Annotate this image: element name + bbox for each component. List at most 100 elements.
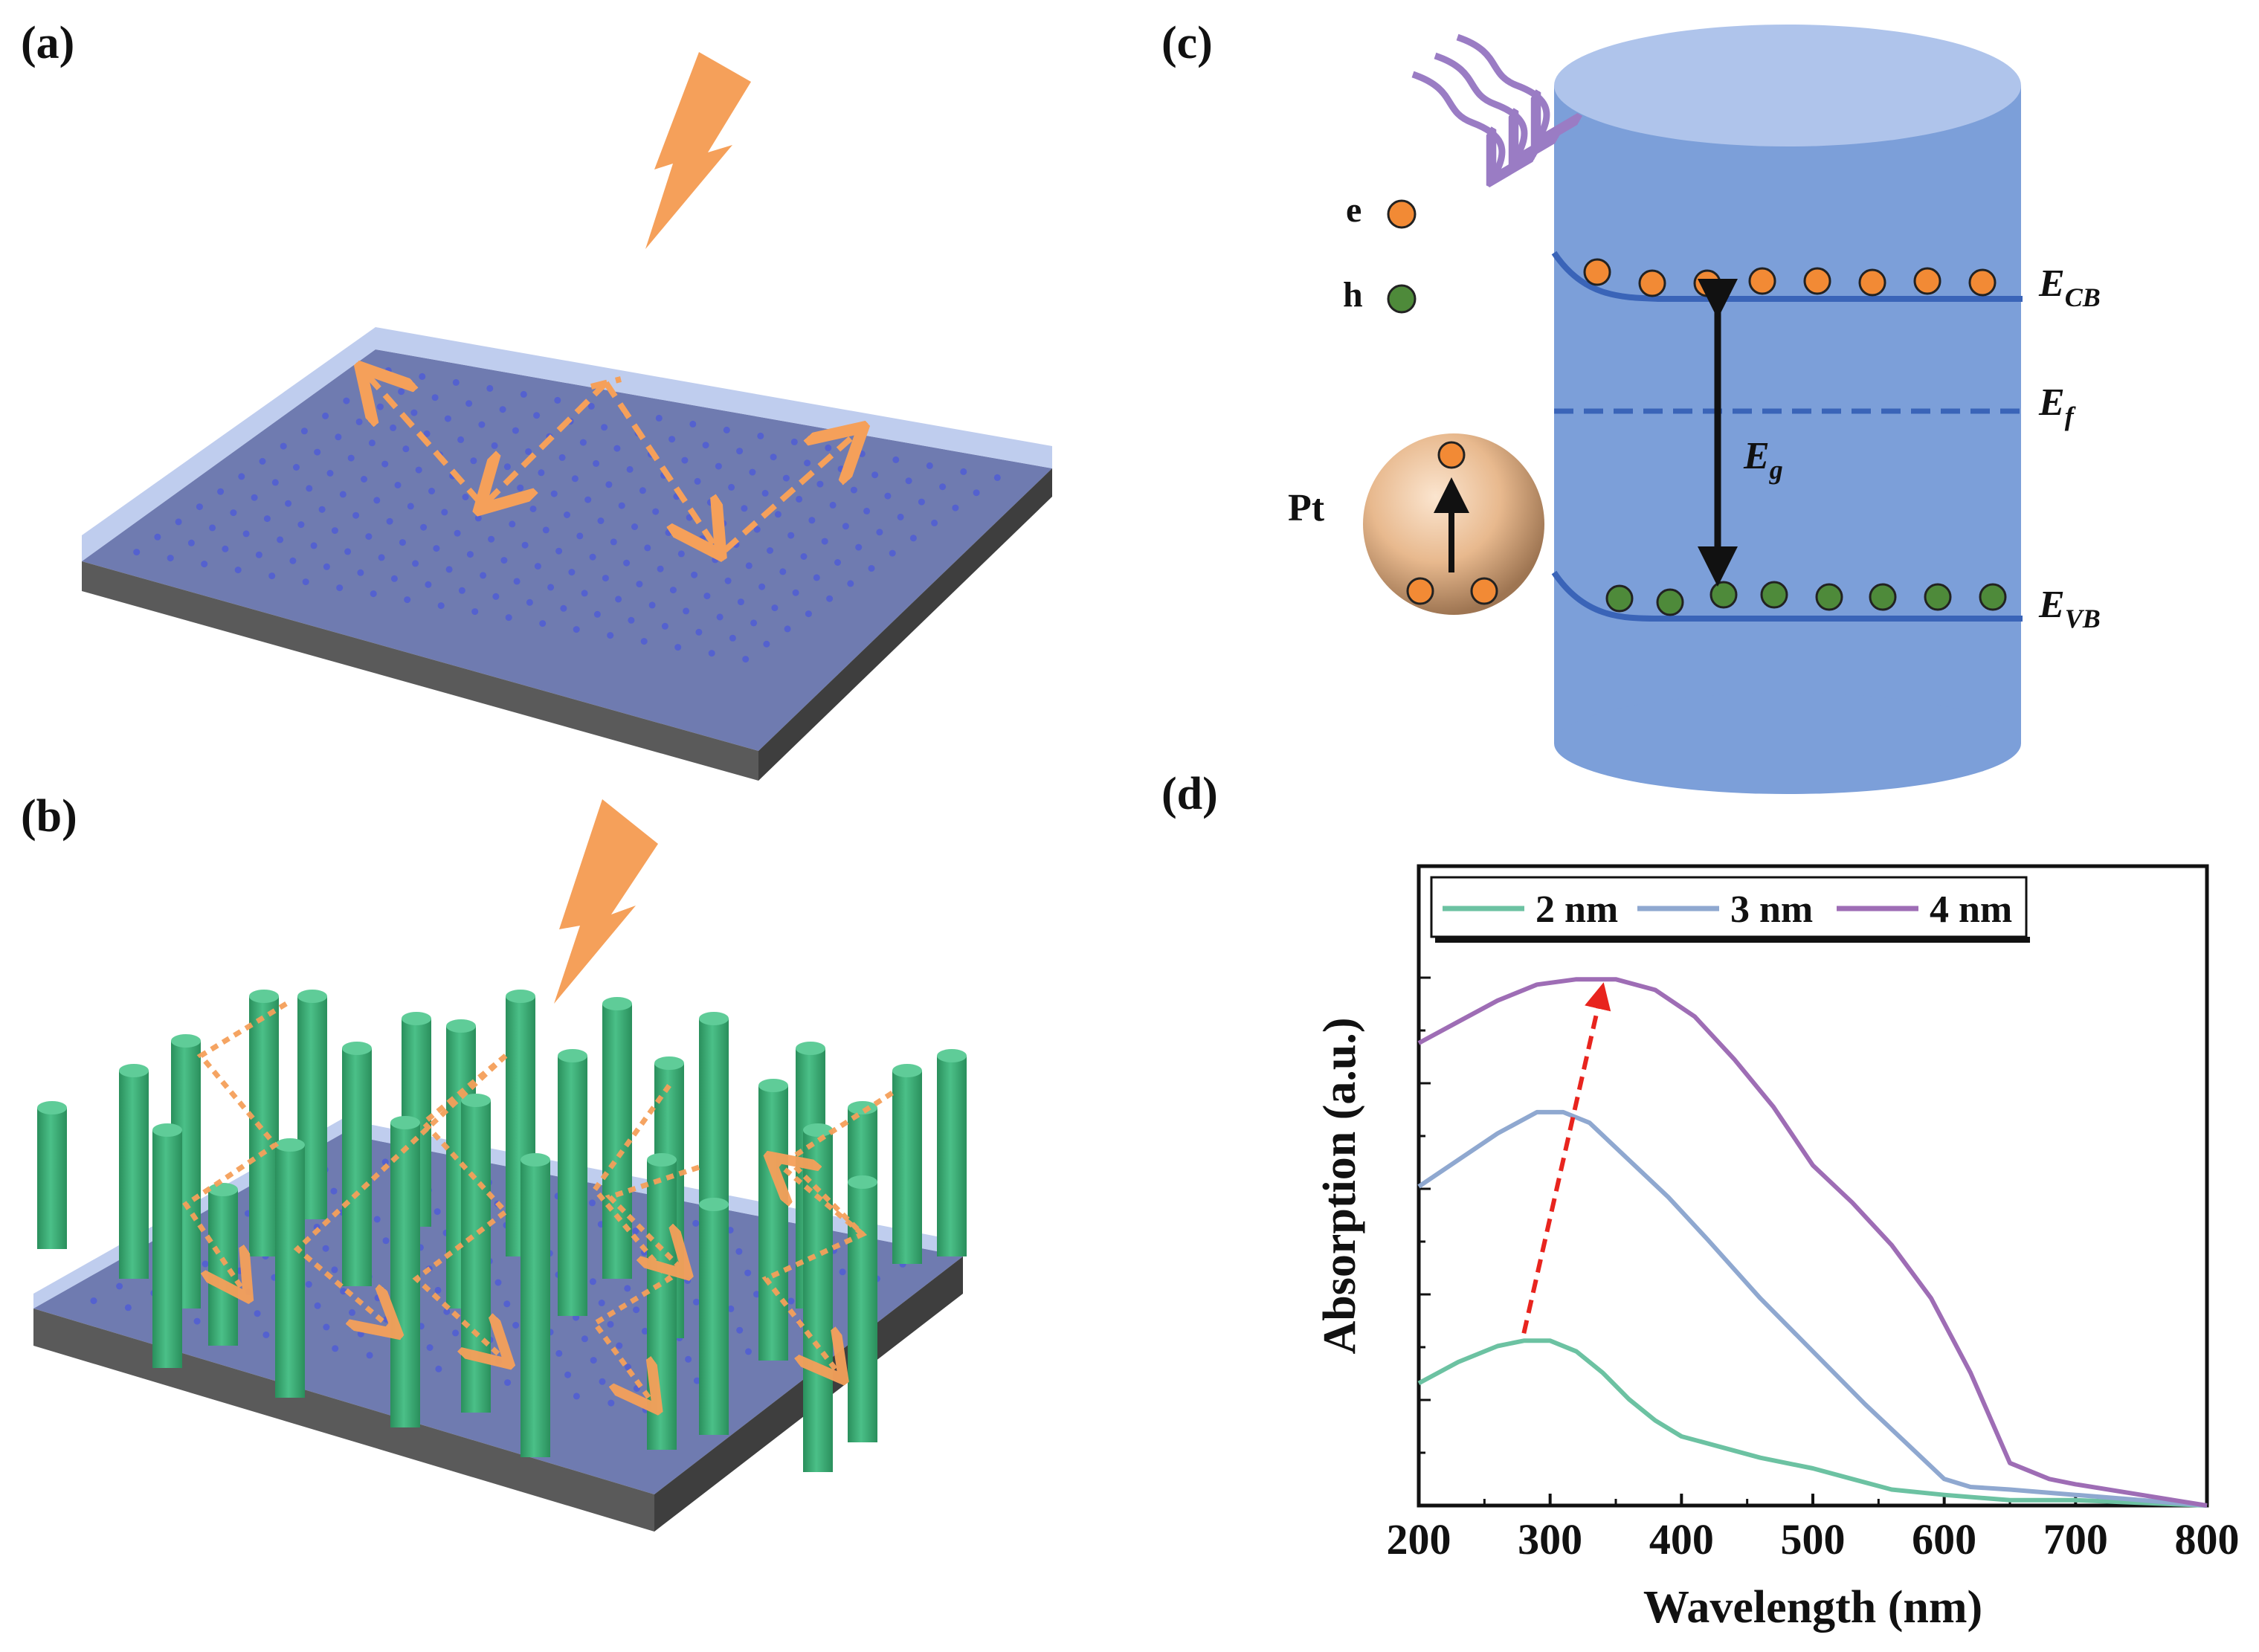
surface-dot [368, 439, 376, 447]
legend-entry: 2 nm [1535, 888, 1618, 931]
nanorod [758, 1085, 788, 1361]
surface-dot [323, 563, 330, 570]
surface-dot [564, 512, 570, 518]
series-line-4-nm [1417, 977, 2208, 1508]
legend-hole-label: h [1343, 275, 1363, 314]
nanorod-top [699, 1012, 729, 1025]
surface-dot [513, 578, 521, 585]
surface-dot [347, 454, 355, 462]
nanorod-top [937, 1049, 967, 1062]
surface-dot [344, 548, 352, 555]
surface-dot [167, 555, 174, 562]
surface-dot [728, 483, 735, 491]
valence-band-line [1551, 570, 2023, 622]
surface-dot [790, 438, 798, 445]
surface-dot [419, 372, 426, 380]
nanorod [390, 1123, 420, 1427]
surface-dot [116, 1282, 123, 1290]
surface-dot [624, 1285, 631, 1292]
surface-dot [441, 509, 448, 516]
surface-dot [695, 628, 703, 636]
surface-dot [693, 1377, 700, 1384]
surface-dot [741, 505, 748, 512]
surface-dot [314, 448, 321, 456]
x-tick-label: 200 [1387, 1515, 1451, 1564]
surface-dot [787, 532, 795, 539]
surface-dot [423, 430, 431, 437]
surface-dot [470, 457, 477, 465]
lightning-icon-b [554, 799, 658, 1004]
surface-dot [876, 529, 883, 536]
surface-dot [615, 596, 622, 603]
surface-dot [238, 473, 245, 480]
surface-dot [792, 589, 799, 596]
surface-dot [425, 581, 432, 588]
surface-dot [357, 1330, 364, 1338]
surface-dot [581, 590, 588, 597]
surface-dot [757, 432, 764, 439]
surface-dots-a [133, 367, 1001, 663]
surface-dot [555, 1349, 563, 1357]
surface-dot [525, 448, 532, 455]
surface-dot [774, 511, 782, 518]
surface-dot [745, 562, 753, 570]
absorption-chart: 200 300 400 500 600 700 800 Wavelength (nm) Abso… [1315, 864, 2240, 1633]
surface-dot [712, 556, 719, 564]
surface-dot [571, 475, 579, 483]
surface-dot [209, 524, 216, 532]
surface-dot [323, 1323, 330, 1331]
surface-dot [905, 477, 912, 485]
surface-dot [868, 565, 875, 572]
surface-dot [674, 644, 682, 651]
nanorod-top [521, 1153, 550, 1167]
surface-dot [336, 584, 344, 592]
surface-dot [492, 593, 500, 600]
surface-dot [251, 494, 258, 501]
surface-dot [452, 378, 460, 386]
surface-dot [330, 1187, 338, 1195]
nanorod-top [390, 1116, 420, 1129]
surface-dot [326, 470, 334, 477]
nanorod [937, 1056, 967, 1256]
surface-dot [494, 1279, 502, 1286]
nanorod-top [796, 1042, 825, 1055]
surface-dot [826, 595, 834, 602]
surface-dot [863, 507, 871, 514]
nanorod-top [848, 1101, 877, 1114]
surface-dot [509, 520, 516, 528]
surface-dot [410, 409, 418, 416]
surface-dot [310, 542, 318, 549]
surface-dot [217, 488, 225, 495]
y-axis-label: Absorption (a.u.) [1315, 1017, 1365, 1354]
surface-dot [297, 521, 305, 529]
surface-dot [437, 602, 445, 610]
surface-dot [825, 444, 832, 451]
panel-a-label: (a) [21, 18, 74, 68]
surface-dot [471, 608, 479, 616]
surface-dot [381, 460, 389, 468]
surface-dot [457, 436, 465, 443]
surface-dot [443, 1308, 451, 1315]
surface-dot [652, 508, 660, 515]
surface-dot [858, 450, 866, 457]
surface-dot [520, 390, 527, 398]
nanorod-top [275, 1138, 305, 1152]
surface-dot [892, 456, 900, 463]
panel-c: (c) e h [1161, 18, 2101, 794]
pt-label: Pt [1288, 487, 1325, 529]
surface-dot [533, 412, 541, 419]
surface-dot [599, 1378, 606, 1385]
surface-dot [474, 514, 482, 522]
surface-dot [763, 640, 770, 648]
surface-dot [390, 575, 398, 582]
panel-d-label: (d) [1161, 769, 1218, 819]
surface-dot [434, 1208, 441, 1216]
surface-dot [242, 530, 250, 538]
surface-dot [412, 560, 419, 567]
surface-dot [293, 464, 300, 471]
surface-dot [684, 1277, 692, 1284]
surface-dot [322, 1245, 329, 1252]
surface-dot [504, 1379, 512, 1387]
surface-dot [230, 509, 237, 517]
surface-dot [322, 412, 329, 419]
